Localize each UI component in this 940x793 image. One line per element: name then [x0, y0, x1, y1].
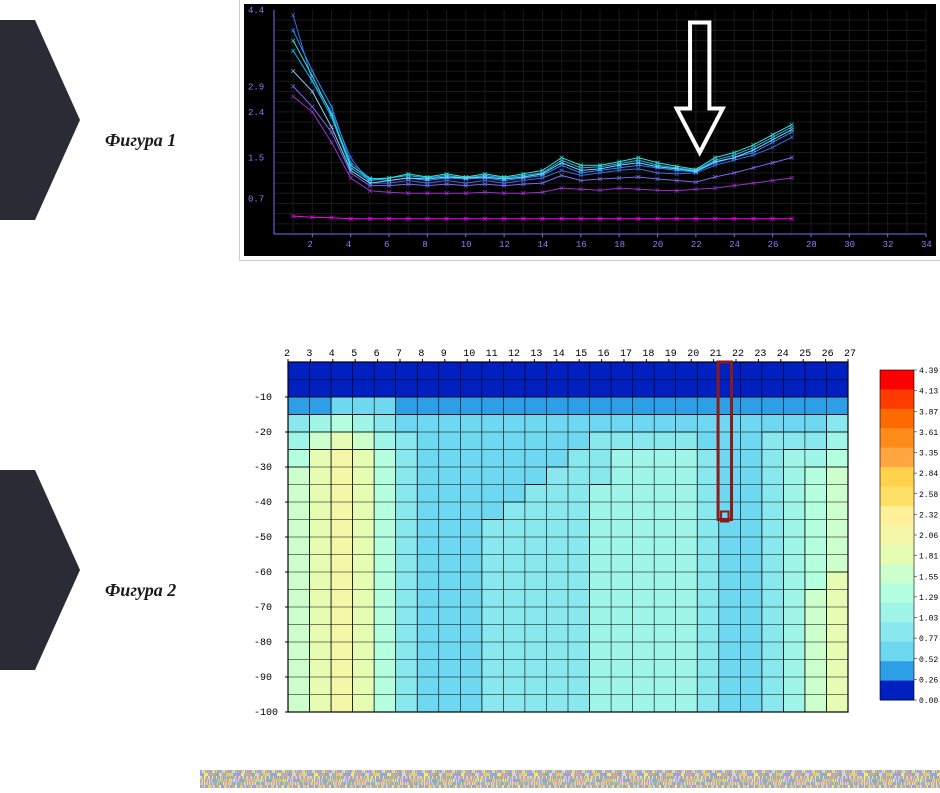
svg-text:3.61: 3.61 [919, 429, 938, 438]
svg-text:10: 10 [461, 240, 472, 250]
svg-text:4: 4 [346, 240, 351, 250]
svg-text:8: 8 [418, 349, 424, 360]
svg-text:8: 8 [422, 240, 427, 250]
svg-text:2.4: 2.4 [248, 108, 264, 118]
svg-text:19: 19 [665, 349, 677, 360]
svg-text:1.03: 1.03 [919, 615, 938, 624]
svg-text:14: 14 [537, 240, 548, 250]
svg-text:0.26: 0.26 [919, 676, 938, 685]
svg-text:22: 22 [732, 349, 744, 360]
svg-text:-80: -80 [254, 638, 272, 649]
svg-text:-30: -30 [254, 463, 272, 474]
svg-text:-20: -20 [254, 428, 272, 439]
svg-text:13: 13 [530, 349, 542, 360]
svg-text:-70: -70 [254, 603, 272, 614]
svg-text:0.77: 0.77 [919, 635, 938, 644]
svg-text:-90: -90 [254, 673, 272, 684]
svg-text:2.06: 2.06 [919, 532, 938, 541]
svg-text:3: 3 [306, 349, 312, 360]
svg-text:18: 18 [642, 349, 654, 360]
svg-text:-60: -60 [254, 568, 272, 579]
noise-strip [200, 770, 940, 788]
chevron-decor-1 [0, 20, 70, 220]
svg-text:2.84: 2.84 [919, 470, 938, 479]
svg-text:20: 20 [653, 240, 664, 250]
figure2-label: Фигура 2 [105, 580, 176, 601]
figure1-label: Фигура 1 [105, 130, 176, 151]
svg-text:1.81: 1.81 [919, 553, 938, 562]
svg-text:4.13: 4.13 [919, 388, 938, 397]
svg-text:7: 7 [396, 349, 402, 360]
svg-text:1.5: 1.5 [248, 154, 264, 164]
svg-text:34: 34 [921, 240, 932, 250]
svg-text:1.55: 1.55 [919, 573, 938, 582]
svg-text:2.32: 2.32 [919, 511, 938, 520]
svg-text:24: 24 [777, 349, 789, 360]
svg-text:20: 20 [687, 349, 699, 360]
svg-text:25: 25 [799, 349, 811, 360]
svg-text:6: 6 [374, 349, 380, 360]
svg-text:-100: -100 [254, 708, 278, 719]
svg-text:0.52: 0.52 [919, 656, 938, 665]
svg-text:-50: -50 [254, 533, 272, 544]
svg-text:26: 26 [768, 240, 779, 250]
svg-text:2: 2 [307, 240, 312, 250]
svg-text:2.9: 2.9 [248, 82, 264, 92]
svg-text:-10: -10 [254, 393, 272, 404]
svg-text:21: 21 [710, 349, 722, 360]
svg-text:0.7: 0.7 [248, 194, 264, 204]
svg-text:32: 32 [883, 240, 894, 250]
svg-text:12: 12 [499, 240, 510, 250]
svg-text:4.39: 4.39 [919, 367, 938, 376]
svg-text:4: 4 [329, 349, 335, 360]
svg-text:3.87: 3.87 [919, 408, 938, 417]
svg-text:10: 10 [463, 349, 475, 360]
svg-text:2: 2 [284, 349, 290, 360]
line-chart: 0.71.52.42.94.42468101214161820222426283… [240, 0, 940, 260]
svg-text:22: 22 [691, 240, 702, 250]
svg-text:-40: -40 [254, 498, 272, 509]
svg-text:30: 30 [844, 240, 855, 250]
svg-text:17: 17 [620, 349, 632, 360]
chevron-decor-2 [0, 470, 70, 670]
svg-text:11: 11 [486, 349, 498, 360]
svg-text:12: 12 [508, 349, 520, 360]
svg-text:28: 28 [806, 240, 817, 250]
svg-text:18: 18 [614, 240, 625, 250]
svg-text:14: 14 [553, 349, 565, 360]
svg-text:2.58: 2.58 [919, 491, 938, 500]
svg-text:3.35: 3.35 [919, 450, 938, 459]
svg-text:5: 5 [351, 349, 357, 360]
svg-text:24: 24 [729, 240, 740, 250]
svg-text:0.00: 0.00 [919, 697, 938, 706]
svg-text:4.4: 4.4 [248, 6, 264, 16]
svg-text:15: 15 [575, 349, 587, 360]
svg-text:1.29: 1.29 [919, 594, 938, 603]
svg-text:26: 26 [822, 349, 834, 360]
svg-text:23: 23 [754, 349, 766, 360]
svg-text:6: 6 [384, 240, 389, 250]
svg-text:27: 27 [844, 349, 856, 360]
svg-text:16: 16 [576, 240, 587, 250]
heatmap-chart: 2345678910111213141516171819202122232425… [240, 340, 940, 740]
svg-text:9: 9 [441, 349, 447, 360]
svg-text:16: 16 [598, 349, 610, 360]
